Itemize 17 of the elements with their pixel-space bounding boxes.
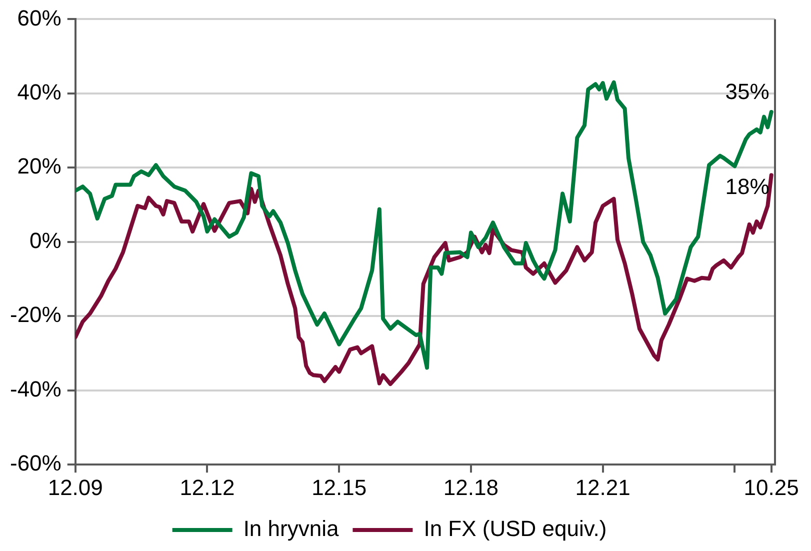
y-tick-label: 0% [30,228,62,253]
x-tick-label: 12.21 [575,474,630,500]
y-tick-label: 20% [17,154,62,179]
y-tick-label: -40% [10,376,62,402]
legend-label: In FX (USD equiv.) [424,516,607,542]
x-tick-label: 12.18 [443,474,498,500]
y-tick-label: 40% [17,79,62,104]
x-tick-label: 12.15 [312,474,367,500]
x-tick-label: 12.12 [180,474,235,500]
x-tick-label: 10.25 [744,474,799,500]
legend-label: In hryvnia [243,516,340,542]
x-tick-label: 12.09 [48,474,103,500]
y-tick-label: -20% [10,302,62,328]
annotation: 18% [725,174,770,200]
annotation: 35% [725,79,770,104]
y-tick-label: -60% [10,450,62,476]
y-tick-label: 60% [17,5,62,30]
